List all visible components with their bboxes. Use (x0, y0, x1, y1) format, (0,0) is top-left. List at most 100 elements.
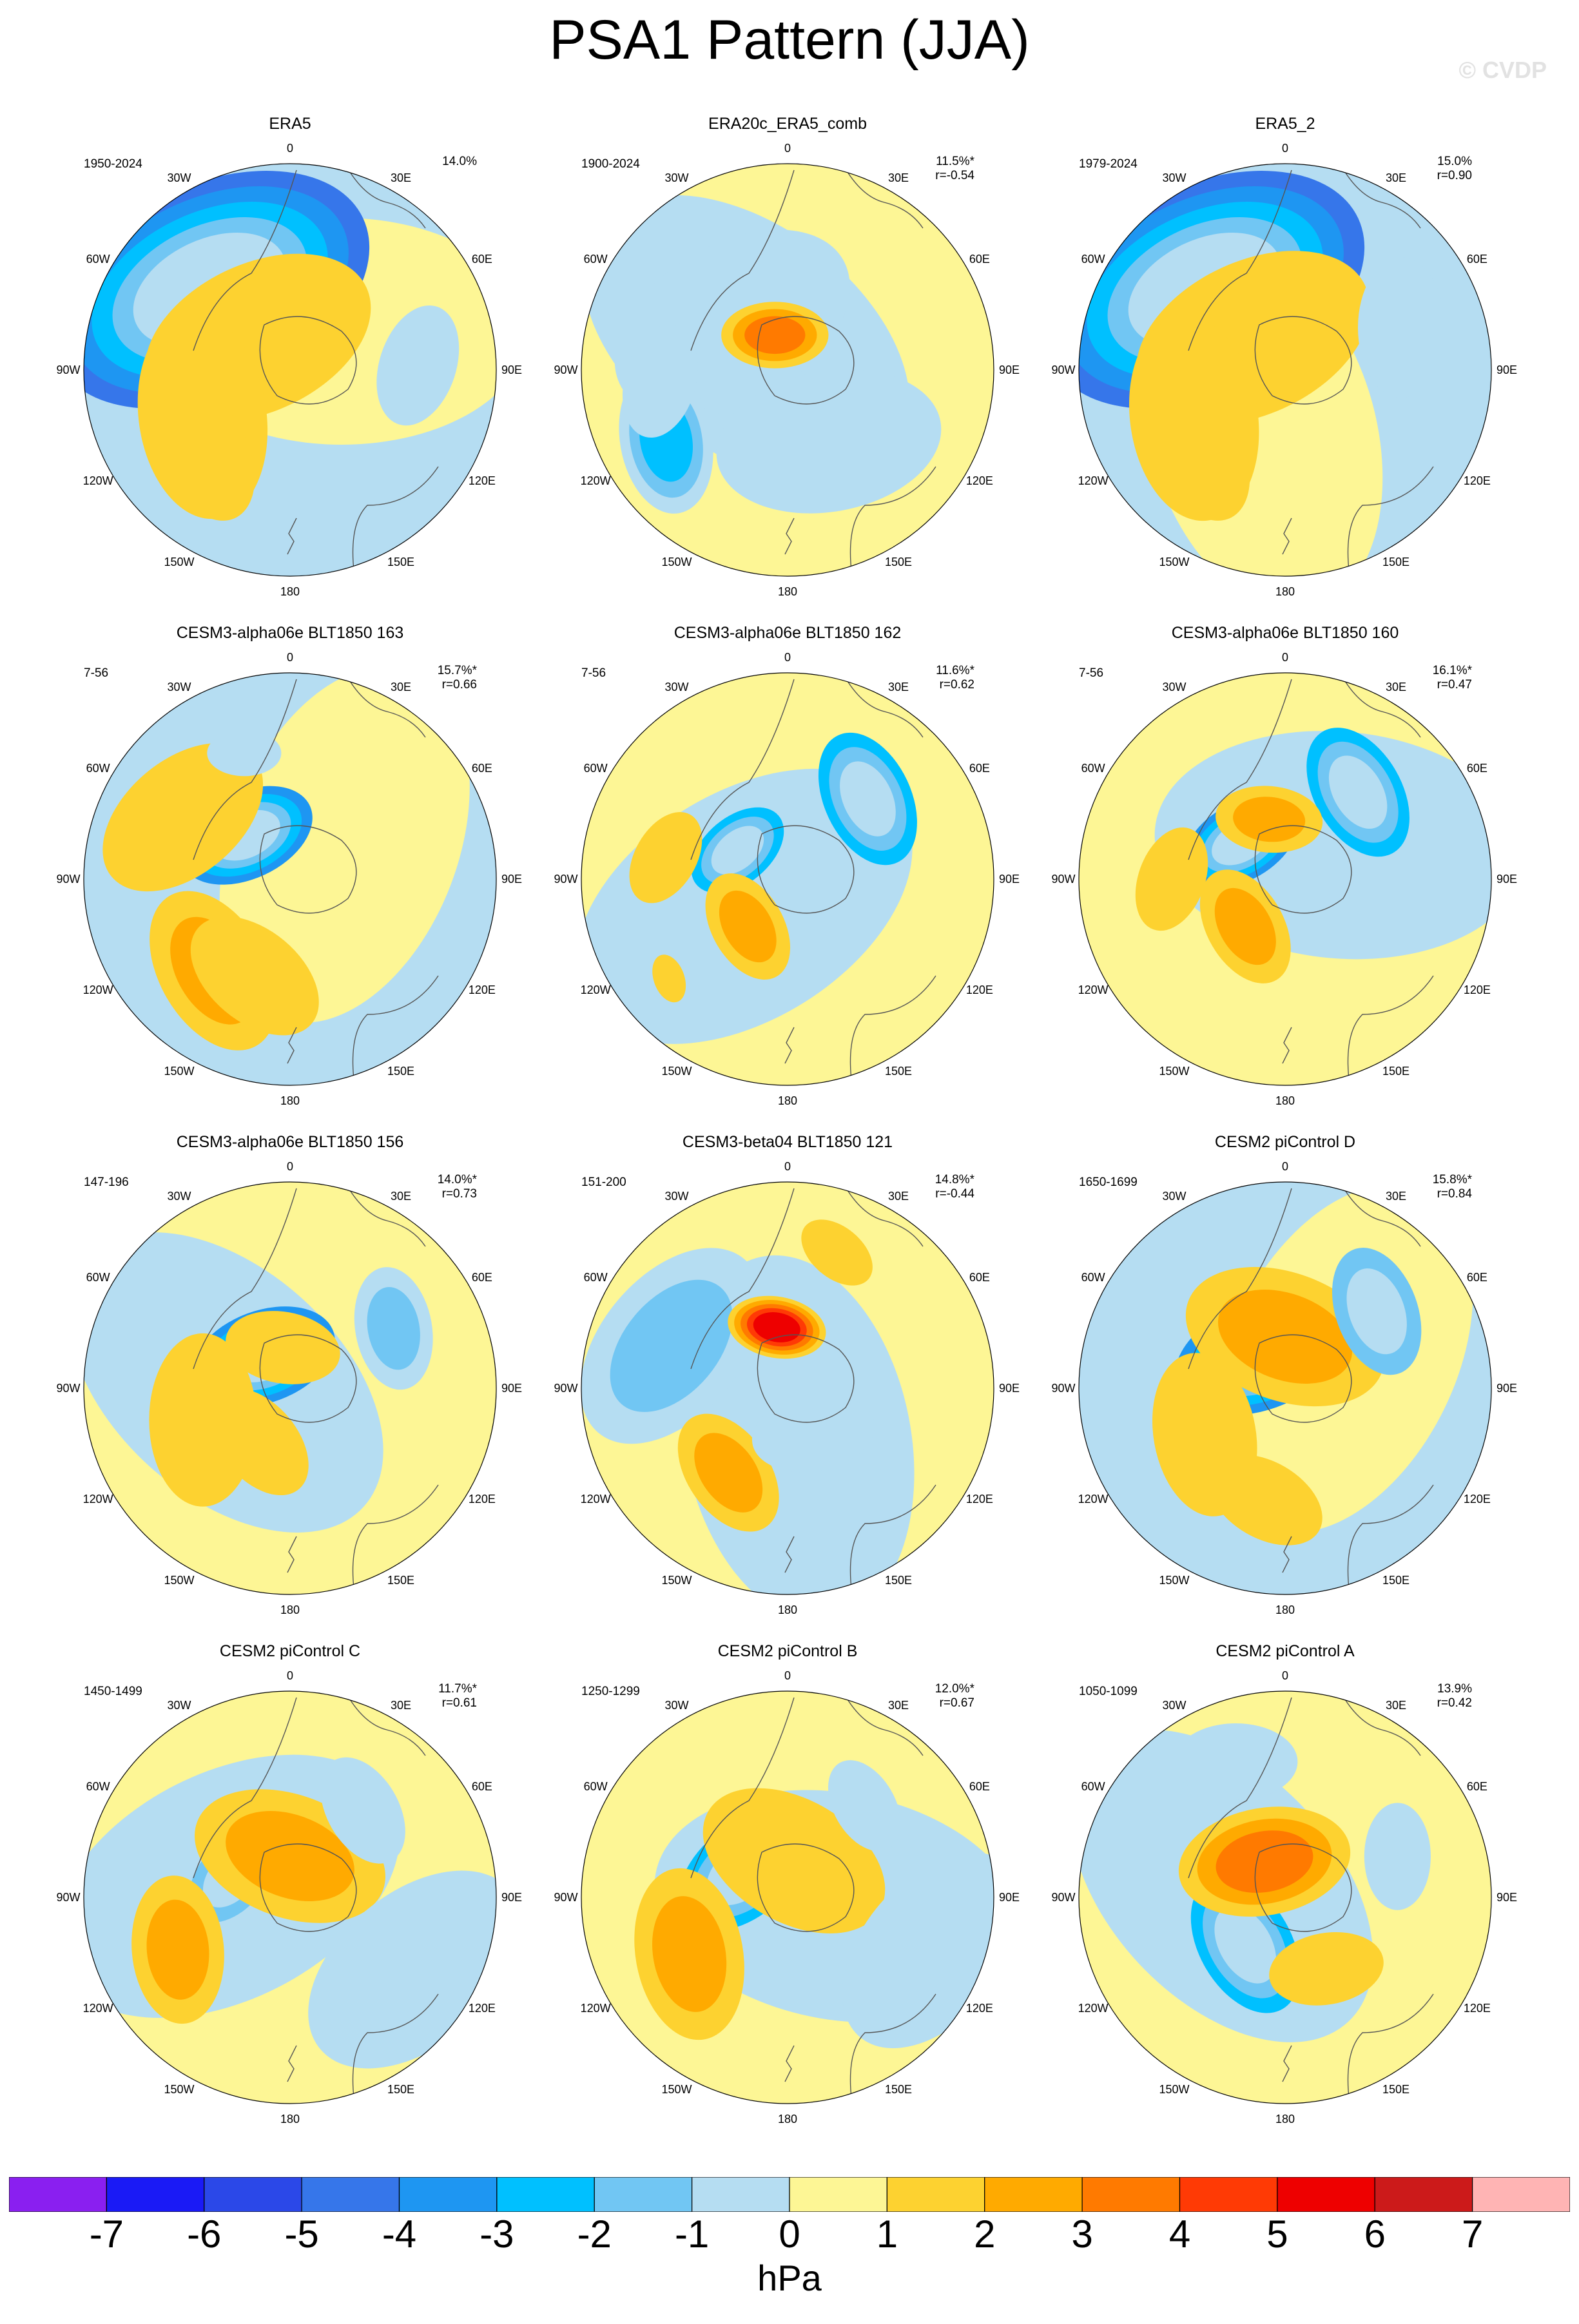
longitude-label: 0 (1282, 1669, 1288, 1682)
map-panel: CESM2 piControl A 1050-1099 13.9% r=0.42 0 30… (1047, 1641, 1524, 2131)
polar-map: 0 30E 60E 90E 120E 150E 180 150W 120W 90W 60W 30W (1051, 1160, 1517, 1616)
longitude-label: 90W (554, 873, 577, 886)
africa-coastline (838, 1182, 924, 1247)
longitude-label: 150W (1159, 1065, 1189, 1078)
longitude-label: 120W (83, 474, 113, 487)
colorbar-tick-label: 1 (876, 2213, 898, 2256)
anomaly-zone (219, 673, 470, 1023)
longitude-label: 150E (1382, 2083, 1409, 2096)
map-border (581, 672, 994, 1086)
longitude-label: 180 (280, 1094, 300, 1107)
south-america-coastline (193, 1188, 297, 1370)
longitude-label: 30W (664, 171, 688, 184)
anomaly-contour (840, 761, 896, 837)
pattern-correlation: r=-0.44 (935, 1187, 974, 1201)
colorbar-bin (1472, 2177, 1570, 2212)
longitude-label: 150W (164, 1574, 194, 1587)
longitude-label: 60E (1467, 762, 1487, 775)
new-zealand-coastline (1282, 1027, 1292, 1064)
new-zealand-coastline (1282, 518, 1292, 555)
longitude-label: 180 (778, 2113, 797, 2125)
colorbar-bin (1179, 2177, 1278, 2212)
longitude-label: 120E (469, 2002, 496, 2015)
longitude-label: 150E (885, 1574, 912, 1587)
panel-period: 1650-1699 (1079, 1176, 1138, 1189)
colorbar-bin (692, 2177, 790, 2212)
south-america-coastline (1188, 679, 1292, 860)
antarctica-coastline (259, 1843, 357, 1932)
map-border (1078, 163, 1492, 577)
longitude-label: 30W (167, 1190, 191, 1203)
anomaly-contour (146, 1899, 209, 2000)
longitude-label: 60E (472, 253, 492, 266)
longitude-label: 150E (387, 1065, 414, 1078)
longitude-label: 150W (1159, 2083, 1189, 2096)
longitude-label: 150E (885, 556, 912, 568)
watermark: © CVDP (1458, 57, 1547, 83)
colorbar-tick-label: 4 (1168, 2213, 1191, 2256)
colorbar-bin (594, 2177, 693, 2212)
longitude-label: 90E (999, 1891, 1020, 1904)
anomaly-contour (702, 1788, 886, 1933)
africa-coastline (341, 1691, 426, 1756)
africa-coastline (1336, 164, 1421, 229)
anomaly-contour (207, 730, 282, 777)
pattern-correlation: r=0.90 (1437, 169, 1472, 182)
anomaly-contour (1328, 755, 1388, 829)
new-zealand-coastline (287, 1027, 297, 1064)
antarctica-coastline (1254, 316, 1352, 405)
longitude-label: 150W (661, 1065, 692, 1078)
panel-period: 1950-2024 (84, 157, 142, 171)
map-panel: CESM3-alpha06e BLT1850 163 7-56 15.7%* r=0.… (52, 623, 528, 1112)
australia-coastline (352, 975, 439, 1085)
longitude-label: 30E (391, 681, 411, 693)
longitude-label: 180 (280, 2113, 300, 2125)
longitude-label: 0 (1282, 1160, 1288, 1173)
longitude-label: 60W (86, 253, 110, 266)
south-america-coastline (1188, 1697, 1292, 1879)
longitude-label: 150E (387, 1574, 414, 1587)
map-panel: CESM3-alpha06e BLT1850 156 147-196 14.0%* r… (52, 1132, 528, 1622)
polar-map: 0 30E 60E 90E 120E 150E 180 150W 120W 90W 60W 30W (56, 142, 522, 598)
longitude-label: 60W (86, 1271, 110, 1284)
longitude-label: 150E (1382, 556, 1409, 568)
longitude-label: 120E (469, 1493, 496, 1506)
longitude-label: 90E (999, 363, 1020, 376)
longitude-label: 120W (581, 474, 611, 487)
anomaly-contour (629, 812, 702, 904)
anomaly-contour (716, 369, 942, 514)
longitude-label: 150E (1382, 1065, 1409, 1078)
map-panel: ERA5 1950-2024 14.0% 0 30E 60E 90E 120E 150E 180 1… (52, 113, 528, 603)
australia-coastline (1347, 1993, 1434, 2104)
longitude-label: 120E (469, 983, 496, 996)
anomaly-contour (190, 916, 319, 1036)
longitude-label: 60W (1081, 762, 1105, 775)
longitude-label: 150W (661, 2083, 692, 2096)
australia-coastline (849, 1484, 936, 1594)
anomaly-contour (1217, 1290, 1353, 1384)
anomaly-contour (1214, 887, 1276, 965)
anomaly-contour (652, 954, 686, 1003)
longitude-label: 120E (966, 474, 993, 487)
anomaly-contour (226, 1810, 354, 1902)
south-america-coastline (193, 169, 297, 351)
africa-coastline (1336, 673, 1421, 738)
australia-coastline (352, 466, 439, 576)
map-border (83, 1690, 497, 2104)
africa-coastline (341, 164, 426, 229)
longitude-label: 30E (391, 1699, 411, 1712)
longitude-label: 90E (501, 363, 522, 376)
longitude-label: 120E (1464, 474, 1491, 487)
longitude-label: 120E (469, 474, 496, 487)
longitude-label: 150W (164, 1065, 194, 1078)
panel-stats: 16.1%* r=0.47 (1433, 664, 1472, 692)
panel-stats: 14.8%* r=-0.44 (935, 1173, 974, 1201)
longitude-label: 180 (1275, 585, 1295, 598)
figure-title: PSA1 Pattern (JJA) (549, 9, 1030, 71)
longitude-label: 90W (1051, 873, 1075, 886)
longitude-label: 180 (1275, 1603, 1295, 1616)
colorbar-bin (9, 2177, 107, 2212)
longitude-label: 150W (164, 556, 194, 568)
colorbar-tick-label: 5 (1266, 2213, 1288, 2256)
longitude-label: 0 (784, 1160, 791, 1173)
